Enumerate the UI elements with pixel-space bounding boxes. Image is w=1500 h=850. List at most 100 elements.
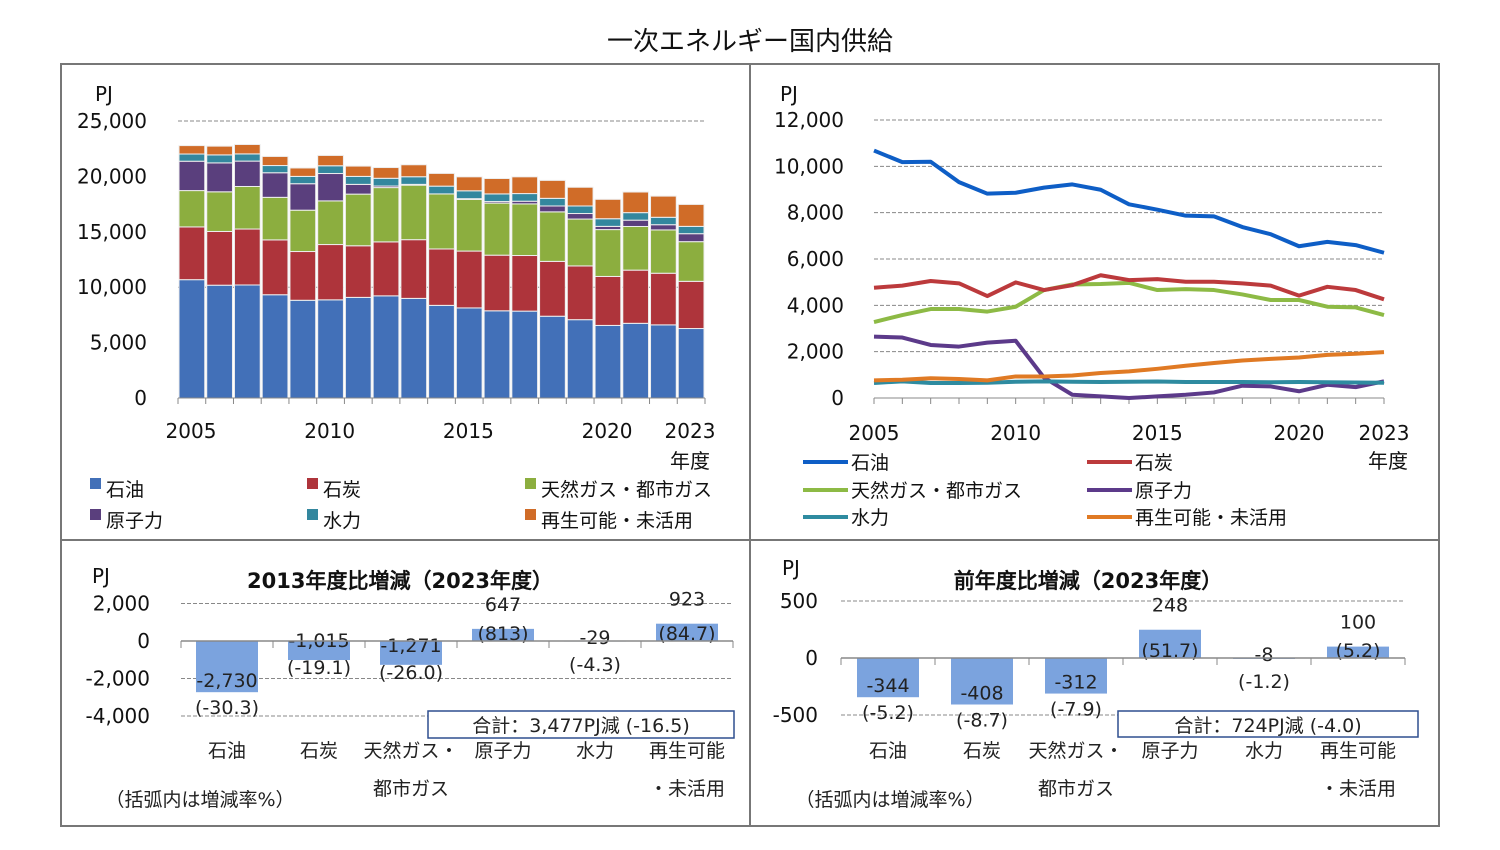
bar-segment-nuclear: [566, 213, 594, 220]
bar-segment-gas: [372, 187, 400, 243]
bar-segment-coal: [372, 241, 400, 297]
legend-label-nuclear: 原子力: [1135, 480, 1192, 502]
bar-segment-oil: [317, 299, 344, 399]
bar-segment-renew: [650, 195, 677, 218]
category-label: 原子力: [1141, 740, 1198, 762]
value-label: 248: [1152, 595, 1188, 617]
diff-bar: [1139, 629, 1201, 658]
diff-bar: [1327, 646, 1389, 658]
bar-segment-coal: [400, 239, 428, 299]
category-label-line2: ・未活用: [649, 778, 725, 800]
bar-segment-gas: [400, 184, 428, 241]
bar-segment-oil: [261, 294, 289, 399]
bar-segment-renew: [622, 191, 650, 214]
pct-label: (-4.3): [569, 654, 621, 676]
note: （括弧内は増減率%）: [105, 789, 294, 811]
y-tick-label: 5,000: [90, 331, 147, 355]
bar-segment-renew: [206, 145, 233, 156]
value-label: -29: [579, 627, 610, 649]
pct-label: (51.7): [1141, 640, 1198, 662]
legend-swatch-hydro: [307, 509, 318, 520]
chart-title: 2013年度比増減（2023年度）: [247, 569, 553, 593]
bar-segment-coal: [428, 248, 455, 306]
bar-segment-coal: [206, 230, 233, 286]
legend-swatch-oil: [90, 478, 101, 489]
legend-label-renew: 再生可能・未活用: [1135, 507, 1287, 529]
bar-segment-oil: [566, 319, 594, 399]
bar-segment-nuclear: [233, 160, 261, 187]
category-label: 石炭: [300, 740, 338, 762]
category-label: 原子力: [474, 740, 531, 762]
bar-segment-hydro: [594, 218, 622, 227]
bar-segment-renew: [594, 198, 622, 220]
bar-segment-gas: [483, 202, 511, 256]
bar-segment-hydro: [677, 225, 705, 235]
bar-segment-gas: [455, 198, 483, 252]
bar-segment-renew: [372, 167, 400, 179]
pct-label: (813): [477, 623, 528, 645]
line-coal: [873, 273, 1385, 302]
bar-segment-coal: [566, 265, 594, 321]
bar-segment-oil: [289, 299, 317, 399]
bar-segment-hydro: [344, 175, 372, 185]
y-tick-label: 2,000: [93, 592, 150, 616]
diff-bar: [951, 658, 1013, 705]
value-label: 923: [669, 589, 705, 611]
value-label: -312: [1054, 672, 1097, 694]
bar-segment-hydro: [372, 177, 400, 187]
bar-segment-hydro: [650, 216, 677, 226]
pct-label: (-5.2): [862, 702, 914, 724]
value-label: -408: [960, 683, 1003, 705]
bar-segment-hydro: [289, 175, 317, 185]
chart-title: 前年度比増減（2023年度）: [954, 569, 1222, 593]
legend-label-gas: 天然ガス・都市ガス: [541, 479, 712, 501]
bar-segment-hydro: [483, 193, 511, 203]
y-tick-label: 6,000: [787, 247, 844, 271]
bar-segment-hydro: [511, 193, 539, 202]
x-axis-label: 年度: [670, 449, 710, 473]
bar-segment-hydro: [233, 153, 261, 162]
bar-segment-nuclear: [289, 183, 317, 211]
bar-segment-coal: [677, 280, 705, 330]
y-tick-label: -2,000: [86, 667, 150, 691]
category-label: 再生可能: [1320, 740, 1396, 762]
bar-segment-gas: [344, 193, 372, 247]
pct-label: (-19.1): [287, 657, 351, 679]
bar-segment-renew: [677, 203, 705, 227]
bar-segment-coal: [539, 260, 566, 317]
y-tick-label: 0: [137, 629, 150, 653]
value-label: -1,271: [380, 635, 441, 657]
bar-segment-gas: [622, 225, 650, 271]
unit-label: PJ: [782, 556, 800, 580]
bar-segment-gas: [289, 209, 317, 253]
bar-segment-gas: [511, 203, 539, 257]
y-tick-label: 12,000: [774, 108, 844, 132]
bar-segment-nuclear: [206, 162, 233, 193]
bar-segment-coal: [511, 255, 539, 312]
y-tick-label: 2,000: [787, 340, 844, 364]
category-label: 天然ガス・: [363, 740, 458, 762]
bar-segment-oil: [622, 322, 650, 399]
category-label: 石油: [869, 740, 907, 762]
total-label: 合計：3,477PJ減 (-16.5): [472, 715, 689, 737]
legend-label-coal: 石炭: [323, 479, 361, 501]
line-gas: [873, 280, 1385, 324]
pct-label: (-26.0): [379, 662, 443, 684]
value-label: 100: [1340, 612, 1376, 634]
bar-segment-renew: [233, 143, 261, 155]
x-tick-label: 2005: [849, 421, 900, 445]
bar-segment-hydro: [539, 197, 566, 207]
legend-label-nuclear: 原子力: [106, 510, 163, 532]
y-tick-label: 0: [831, 386, 844, 410]
bar-segment-renew: [400, 164, 428, 178]
bar-segment-gas: [594, 229, 622, 277]
bar-segment-renew: [261, 155, 289, 167]
y-tick-label: -500: [773, 703, 818, 727]
y-tick-label: 500: [780, 589, 818, 613]
bar-segment-oil: [178, 279, 206, 399]
unit-label: PJ: [92, 564, 110, 588]
legend-label-oil: 石油: [851, 452, 889, 474]
bar-segment-renew: [178, 145, 206, 155]
bar-segment-renew: [483, 178, 511, 195]
x-axis-label: 年度: [1368, 449, 1408, 473]
